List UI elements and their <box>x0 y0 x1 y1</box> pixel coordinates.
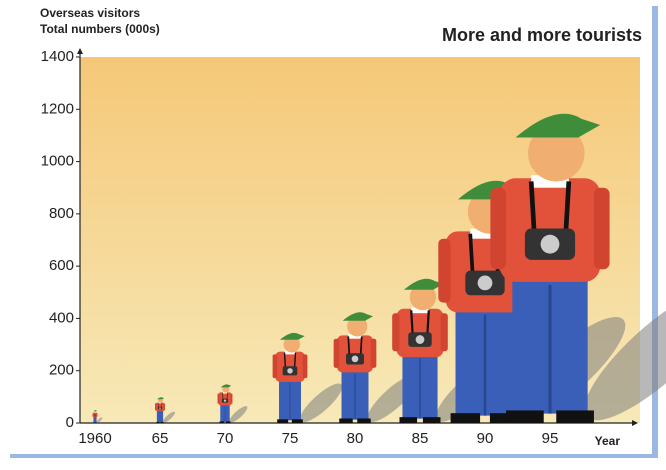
arm <box>490 188 506 270</box>
arm <box>230 394 232 404</box>
y-axis-label: Total numbers (000s) <box>40 22 160 36</box>
x-tick-label: 80 <box>347 430 364 447</box>
lens <box>541 235 560 254</box>
x-tick-label: 65 <box>152 430 169 447</box>
shoe <box>506 410 544 423</box>
x-axis-label: Year <box>595 434 621 448</box>
arm <box>371 339 377 368</box>
shoe <box>156 422 159 423</box>
arm <box>440 313 447 351</box>
y-tick-label: 800 <box>49 205 74 222</box>
y-tick-label: 600 <box>49 257 74 274</box>
shoe <box>556 410 594 423</box>
x-tick-label: 85 <box>412 430 429 447</box>
arm <box>164 403 165 410</box>
shoe <box>277 419 288 423</box>
y-tick-label: 200 <box>49 362 74 379</box>
shoe <box>161 422 164 423</box>
shoe <box>93 422 95 423</box>
shoe <box>226 421 231 423</box>
lens <box>224 399 226 401</box>
shoe <box>220 421 225 423</box>
x-tick-label: 1960 <box>78 430 111 447</box>
lens <box>478 276 493 291</box>
lens <box>352 356 359 363</box>
y-tick-label: 1400 <box>41 48 74 65</box>
arm <box>218 394 220 404</box>
y-tick-label: 1200 <box>41 100 74 117</box>
shoe <box>357 419 370 423</box>
lens <box>95 415 96 416</box>
x-tick-label: 95 <box>542 430 559 447</box>
x-tick-label: 75 <box>282 430 299 447</box>
shoe <box>95 422 97 423</box>
arm <box>334 339 340 368</box>
arm <box>273 354 278 378</box>
chart-title: More and more tourists <box>442 25 642 45</box>
x-tick-label: 90 <box>477 430 494 447</box>
arm <box>93 413 94 416</box>
y-tick-label: 1000 <box>41 153 74 170</box>
y-axis-label: Overseas visitors <box>40 6 140 20</box>
y-tick-label: 0 <box>66 414 74 431</box>
arm <box>594 188 610 270</box>
arm <box>438 239 450 303</box>
shoe <box>339 419 352 423</box>
y-tick-label: 400 <box>49 309 74 326</box>
arm <box>303 354 308 378</box>
arm <box>97 413 98 416</box>
arm <box>392 313 399 351</box>
shoe <box>451 413 480 423</box>
shoe <box>423 417 441 423</box>
lens <box>416 335 425 344</box>
lens <box>159 407 161 409</box>
shoe <box>292 419 303 423</box>
arm <box>155 403 156 410</box>
chart: Overseas visitors Total numbers (000s) M… <box>0 0 666 465</box>
x-tick-label: 70 <box>217 430 234 447</box>
shoe <box>400 417 418 423</box>
lens <box>287 368 292 373</box>
